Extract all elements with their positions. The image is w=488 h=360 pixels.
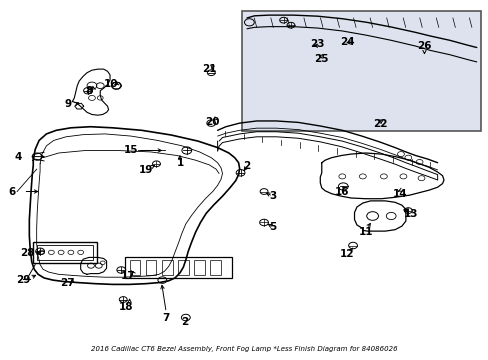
Text: 11: 11 <box>358 227 372 237</box>
Text: 24: 24 <box>339 37 354 48</box>
Text: 8: 8 <box>85 86 92 96</box>
Bar <box>129 260 140 275</box>
Text: 2: 2 <box>181 317 188 327</box>
Text: 18: 18 <box>119 302 133 312</box>
Bar <box>210 260 221 275</box>
Text: 15: 15 <box>123 145 138 156</box>
Text: 5: 5 <box>269 222 276 232</box>
Text: 19: 19 <box>138 165 153 175</box>
Text: 25: 25 <box>314 54 328 64</box>
Text: 2: 2 <box>243 161 250 171</box>
Text: 17: 17 <box>121 271 135 282</box>
Text: 23: 23 <box>310 39 325 49</box>
Bar <box>33 242 97 263</box>
Bar <box>124 257 232 278</box>
Text: 7: 7 <box>162 312 170 323</box>
Text: 21: 21 <box>202 64 216 74</box>
Text: 1: 1 <box>176 158 183 168</box>
Bar <box>162 260 172 275</box>
Text: 16: 16 <box>334 186 349 197</box>
Bar <box>145 260 156 275</box>
Text: 6: 6 <box>9 186 16 197</box>
Text: 10: 10 <box>104 78 119 89</box>
Text: 26: 26 <box>416 41 431 51</box>
FancyBboxPatch shape <box>242 11 480 131</box>
Text: 20: 20 <box>205 117 220 127</box>
Text: 29: 29 <box>16 275 31 285</box>
Bar <box>37 245 93 260</box>
Text: 27: 27 <box>60 278 75 288</box>
Text: 14: 14 <box>392 189 407 199</box>
Text: 28: 28 <box>20 248 34 258</box>
Text: 2016 Cadillac CT6 Bezel Assembly, Front Fog Lamp *Less Finish Diagram for 840860: 2016 Cadillac CT6 Bezel Assembly, Front … <box>91 346 397 352</box>
Bar <box>194 260 204 275</box>
Bar <box>178 260 188 275</box>
Text: 13: 13 <box>403 209 417 219</box>
Text: 4: 4 <box>15 152 22 162</box>
Text: 9: 9 <box>65 99 72 109</box>
Text: 22: 22 <box>372 119 387 129</box>
Text: 12: 12 <box>339 249 354 259</box>
Text: 3: 3 <box>269 191 276 201</box>
